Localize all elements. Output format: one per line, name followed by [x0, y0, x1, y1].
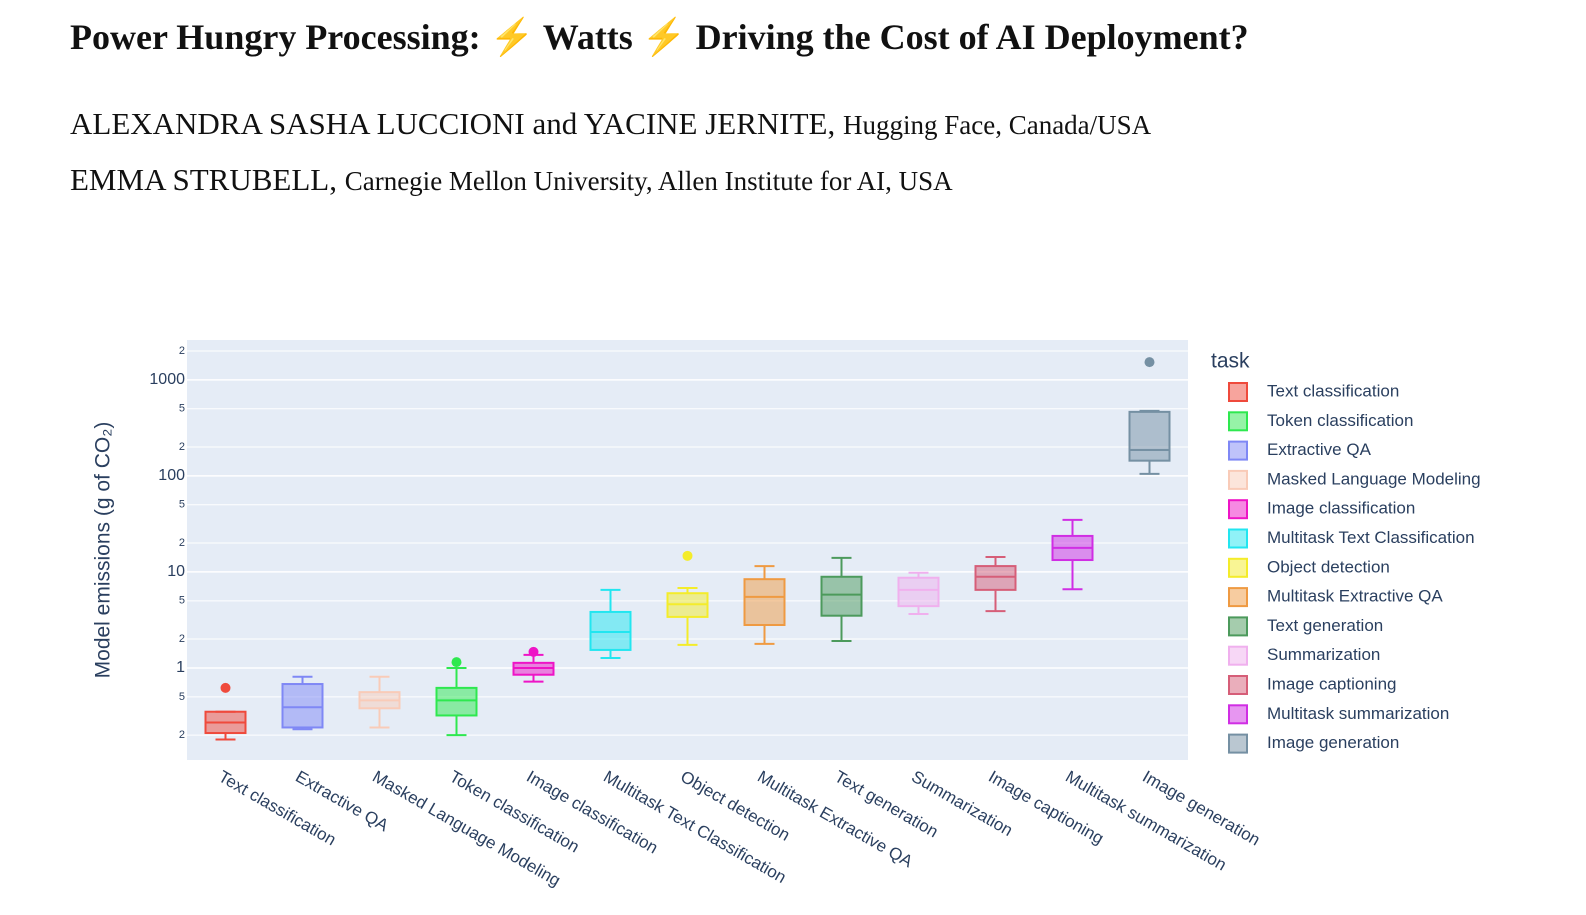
legend-swatch [1228, 587, 1248, 608]
paper-title: Power Hungry Processing: ⚡ Watts ⚡ Drivi… [70, 17, 1249, 57]
box-group [666, 550, 709, 646]
box [1128, 410, 1171, 462]
outlier [451, 657, 462, 668]
y-tick-label: 5 [179, 403, 185, 415]
outlier [682, 550, 693, 561]
y-tick-label: 2 [179, 345, 185, 357]
legend-swatch [1228, 733, 1248, 754]
y-tick-label: 1 [176, 659, 185, 676]
box-group [281, 675, 324, 731]
legend-swatch [1228, 557, 1248, 578]
box-group [435, 657, 478, 737]
box [435, 686, 478, 717]
legend-label: Multitask Extractive QA [1267, 587, 1443, 606]
legend-label: Extractive QA [1267, 440, 1372, 459]
box-group [897, 571, 940, 615]
author-affiliation: Carnegie Mellon University, Allen Instit… [344, 166, 953, 196]
box-group [1128, 357, 1171, 475]
y-tick-label: 10 [167, 563, 185, 580]
box-group [974, 555, 1017, 613]
legend-label: Text classification [1267, 381, 1399, 400]
box [589, 610, 632, 651]
author-line: EMMA STRUBELL, Carnegie Mellon Universit… [70, 162, 953, 198]
author-names: EMMA STRUBELL, [70, 162, 337, 197]
legend-label: Text generation [1267, 616, 1383, 635]
legend-label: Image captioning [1267, 674, 1396, 693]
legend-label: Multitask summarization [1267, 704, 1449, 723]
box-group [743, 565, 786, 645]
legend-label: Object detection [1267, 557, 1390, 576]
legend-swatch [1228, 499, 1248, 520]
legend-label: Summarization [1267, 645, 1380, 664]
box-group [512, 646, 555, 683]
legend-swatch [1228, 411, 1248, 432]
x-tick-label: Token classification [446, 767, 582, 857]
box-group [358, 675, 401, 729]
outlier [220, 682, 231, 693]
author-affiliation: Hugging Face, Canada/USA [842, 110, 1152, 140]
legend-swatch [1228, 616, 1248, 637]
box [974, 565, 1017, 591]
box-group [204, 682, 247, 741]
box [897, 576, 940, 608]
y-tick-label: 5 [179, 499, 185, 511]
legend-swatch [1228, 675, 1248, 695]
y-tick-label: 100 [158, 467, 185, 484]
y-tick-label: 2 [179, 633, 185, 645]
legend-title: task [1211, 350, 1250, 373]
legend-label: Token classification [1267, 411, 1413, 430]
legend-swatch [1228, 382, 1248, 402]
y-tick-label: 1000 [149, 371, 185, 388]
box-group [589, 588, 632, 659]
legend-swatch [1228, 528, 1248, 549]
box [820, 575, 863, 617]
box [281, 683, 324, 729]
legend-swatch [1228, 440, 1248, 461]
y-tick-label: 5 [179, 595, 185, 607]
y-tick-label: 2 [179, 729, 185, 741]
y-axis-label: Model emissions (g of CO₂) [92, 422, 115, 679]
legend-label: Multitask Text Classification [1267, 528, 1475, 547]
legend-swatch [1228, 645, 1248, 666]
legend-swatch [1228, 704, 1248, 725]
outlier [528, 646, 539, 657]
x-tick-label: Image classification [523, 767, 661, 858]
y-tick-label: 5 [179, 691, 185, 703]
box-group [1051, 518, 1094, 591]
legend-label: Image classification [1267, 499, 1415, 518]
author-line: ALEXANDRA SASHA LUCCIONI and YACINE JERN… [70, 106, 1151, 142]
y-tick-label: 2 [179, 537, 185, 549]
box-group [820, 556, 863, 642]
legend-label: Image generation [1267, 733, 1399, 752]
box [743, 578, 786, 627]
author-names: ALEXANDRA SASHA LUCCIONI and YACINE JERN… [70, 106, 836, 141]
plot-background [187, 340, 1188, 760]
legend-swatch [1228, 469, 1248, 490]
legend-label: Masked Language Modeling [1267, 469, 1481, 488]
outlier [1144, 357, 1155, 368]
y-tick-label: 2 [179, 441, 185, 453]
